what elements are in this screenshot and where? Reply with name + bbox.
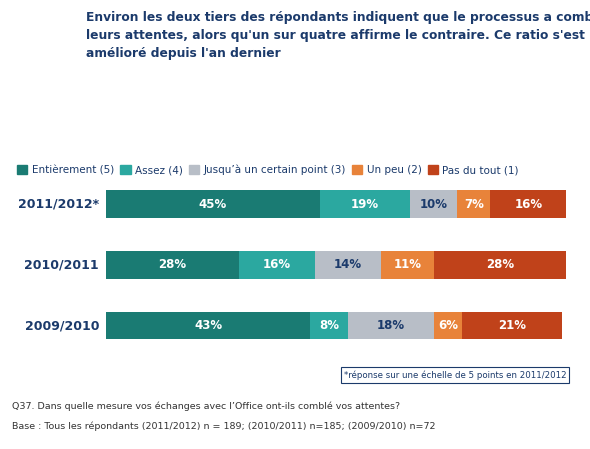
Bar xyxy=(106,251,239,278)
Text: 2010/2011: 2010/2011 xyxy=(24,259,99,271)
Text: 11%: 11% xyxy=(394,259,421,271)
Text: Ipsos: Ipsos xyxy=(19,43,52,53)
Text: 16%: 16% xyxy=(263,259,291,271)
Text: 19%: 19% xyxy=(350,198,379,211)
Text: 14%: 14% xyxy=(334,259,362,271)
Bar xyxy=(106,190,320,218)
Text: 21%: 21% xyxy=(498,319,526,332)
Text: *réponse sur une échelle de 5 points en 2011/2012: *réponse sur une échelle de 5 points en … xyxy=(344,370,566,380)
Text: ●: ● xyxy=(31,25,40,35)
Bar xyxy=(490,190,566,218)
Bar xyxy=(410,190,457,218)
Text: 28%: 28% xyxy=(486,259,514,271)
Bar xyxy=(310,312,348,339)
Bar xyxy=(106,312,310,339)
Bar xyxy=(434,312,462,339)
Text: 6%: 6% xyxy=(438,319,458,332)
Text: 2011/2012*: 2011/2012* xyxy=(18,198,99,211)
Text: Base : Tous les répondants (2011/2012) n = 189; (2010/2011) n=185; (2009/2010) n: Base : Tous les répondants (2011/2012) n… xyxy=(12,422,435,431)
Text: 10%: 10% xyxy=(419,198,448,211)
Bar xyxy=(315,251,381,278)
Bar xyxy=(320,190,410,218)
Bar xyxy=(434,251,566,278)
Bar xyxy=(348,312,434,339)
Text: 16%: 16% xyxy=(514,198,543,211)
Text: 18%: 18% xyxy=(377,319,405,332)
Text: 8%: 8% xyxy=(319,319,339,332)
Text: 43%: 43% xyxy=(194,319,222,332)
Text: 7%: 7% xyxy=(464,198,484,211)
Bar xyxy=(462,312,562,339)
Bar xyxy=(239,251,315,278)
Text: 2009/2010: 2009/2010 xyxy=(25,319,99,332)
Text: Q37. Dans quelle mesure vos échanges avec l’Office ont-ils comblé vos attentes?: Q37. Dans quelle mesure vos échanges ave… xyxy=(12,401,400,411)
Legend: Entièrement (5), Assez (4), Jusqu’à un certain point (3), Un peu (2), Pas du tou: Entièrement (5), Assez (4), Jusqu’à un c… xyxy=(17,165,519,175)
Text: 28%: 28% xyxy=(159,259,186,271)
Text: Environ les deux tiers des répondants indiquent que le processus a comblé: Environ les deux tiers des répondants in… xyxy=(86,11,590,24)
Bar xyxy=(457,190,490,218)
Text: 45%: 45% xyxy=(199,198,227,211)
Text: amélioré depuis l'an dernier: amélioré depuis l'an dernier xyxy=(86,47,280,60)
Text: leurs attentes, alors qu'un sur quatre affirme le contraire. Ce ratio s'est: leurs attentes, alors qu'un sur quatre a… xyxy=(86,29,585,42)
Bar xyxy=(381,251,434,278)
